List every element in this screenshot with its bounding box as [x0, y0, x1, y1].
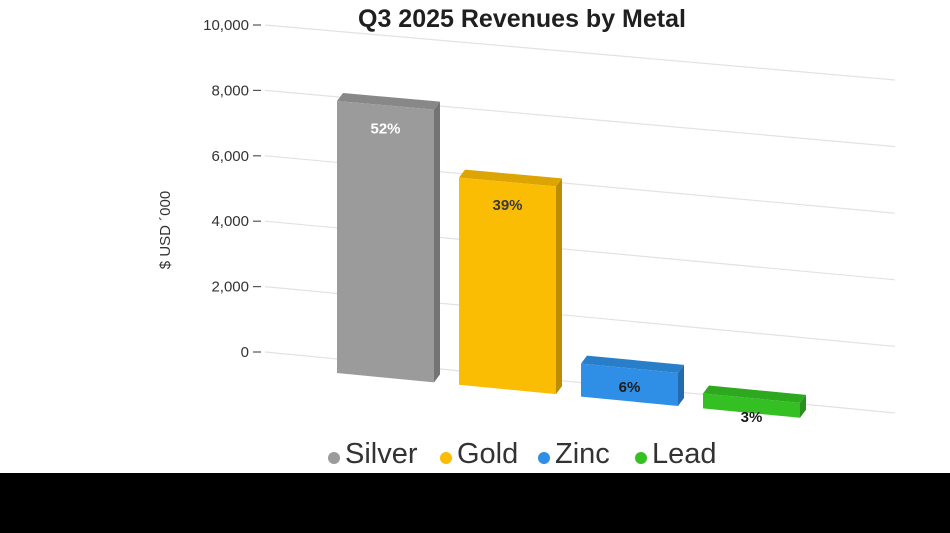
legend-item-lead: Lead	[635, 438, 717, 470]
legend-marker	[328, 452, 340, 464]
legend-item-gold: Gold	[440, 438, 518, 470]
y-tick-label: 10,000	[203, 17, 249, 34]
bar-front-face	[703, 393, 800, 418]
y-tick-label: 4,000	[211, 213, 249, 230]
revenue-bar-chart: Q3 2025 Revenues by Metal $ USD ´000 0 2,…	[157, 5, 896, 470]
legend-marker	[635, 452, 647, 464]
y-axis-ticks: 0 2,000 4,000 6,000 8,000 10,000	[203, 17, 261, 361]
grid-line	[264, 24, 896, 81]
bar-front-face	[581, 363, 678, 406]
legend-label: Zinc	[555, 438, 610, 470]
bar-top-face	[703, 385, 806, 403]
y-tick-label: 8,000	[211, 82, 249, 99]
y-tick-label: 2,000	[211, 279, 249, 296]
bar-top-face	[337, 92, 440, 110]
bar-side-face	[556, 178, 562, 395]
legend-marker	[440, 452, 452, 464]
bar-data-label: 3%	[741, 409, 763, 426]
bar-data-label: 52%	[370, 120, 400, 137]
legend: Silver Gold Zinc Lead	[328, 438, 717, 470]
legend-label: Lead	[652, 438, 717, 470]
bar-zinc: 6%	[581, 355, 684, 406]
bar-top-face	[459, 169, 562, 187]
bar-gold: 39%	[459, 169, 562, 395]
legend-item-silver: Silver	[328, 438, 418, 470]
y-axis-label: $ USD ´000	[157, 191, 174, 269]
legend-marker	[538, 452, 550, 464]
bar-side-face	[434, 101, 440, 383]
chart-area: Q3 2025 Revenues by Metal $ USD ´000 0 2,…	[0, 0, 950, 473]
bar-front-face	[459, 177, 556, 395]
y-tick-label: 0	[241, 344, 249, 361]
legend-label: Gold	[457, 438, 518, 470]
bar-data-label: 6%	[619, 379, 641, 396]
bar-lead: 3%	[703, 385, 806, 426]
bar-side-face	[678, 364, 684, 406]
bar-data-label: 39%	[492, 197, 522, 214]
bar-side-face	[800, 394, 806, 418]
legend-label: Silver	[345, 438, 418, 470]
bar-top-face	[581, 355, 684, 373]
legend-item-zinc: Zinc	[538, 438, 610, 470]
bars: 52% 39% 6% 3%	[337, 92, 806, 426]
chart-title: Q3 2025 Revenues by Metal	[358, 5, 686, 33]
bar-front-face	[337, 100, 434, 383]
y-tick-label: 6,000	[211, 148, 249, 165]
bar-silver: 52%	[337, 92, 440, 383]
